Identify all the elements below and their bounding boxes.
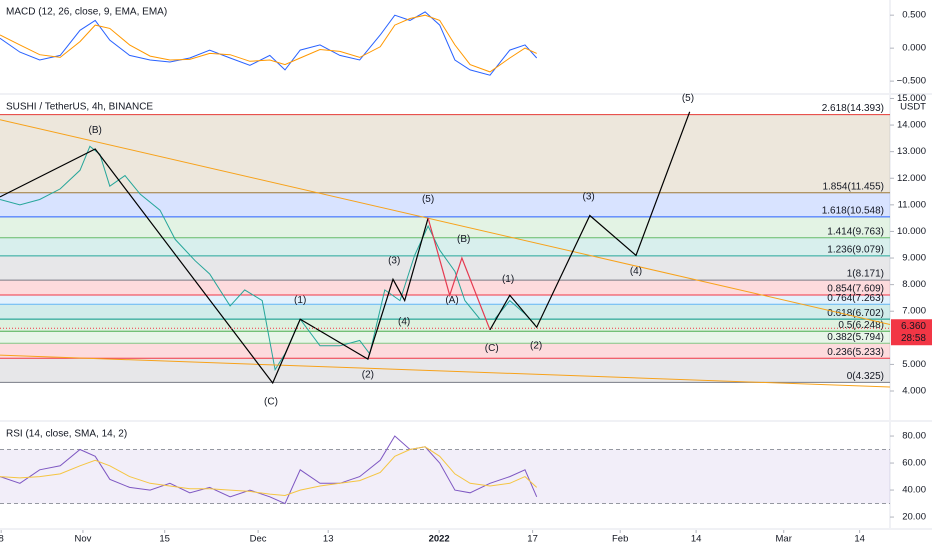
pane-title: SUSHI / TetherUS, 4h, BINANCE [6, 102, 153, 113]
pane-title: RSI (14, close, SMA, 14, 2) [6, 429, 127, 440]
fib-band [0, 358, 890, 383]
wave-label: (4) [398, 317, 410, 328]
series-line [0, 119, 891, 325]
fib-label: 0.618(6.702) [827, 308, 884, 319]
fib-band [0, 114, 890, 193]
y-tick-label: 4.000 [902, 386, 926, 397]
y-tick-label: 40.00 [902, 485, 926, 496]
fib-label: 1.854(11.455) [822, 181, 884, 192]
fib-band [0, 237, 890, 256]
rsi-band [0, 449, 890, 504]
x-tick-label: 2022 [429, 534, 450, 545]
fib-band [0, 319, 890, 332]
y-tick-label: 20.00 [902, 512, 926, 523]
wave-label: (3) [583, 192, 595, 203]
fib-label: 1.618(10.548) [822, 206, 884, 217]
fib-band [0, 255, 890, 281]
y-tick-label: 0.500 [902, 10, 926, 21]
last-price: 6.360 [901, 321, 926, 332]
fib-band [0, 343, 890, 359]
y-tick-label: 10.000 [897, 226, 926, 237]
wave-label: (1) [294, 295, 306, 306]
y-tick-label: 5.000 [902, 359, 926, 370]
fib-label: 0.854(7.609) [827, 284, 884, 295]
fib-label: 0.5(6.248) [838, 320, 884, 331]
wave-label: (5) [682, 93, 694, 104]
wave-label: (B) [457, 234, 470, 245]
x-tick-label: Dec [250, 534, 267, 545]
y-tick-label: 80.00 [902, 431, 926, 442]
x-tick-label: Nov [74, 534, 91, 545]
series-line [489, 111, 691, 331]
series-line [0, 14, 537, 73]
series-line [0, 446, 538, 497]
wave-label: (4) [630, 266, 642, 277]
y-tick-label: −0.500 [897, 76, 926, 87]
fib-band [0, 331, 890, 344]
fib-band [0, 280, 890, 296]
last-price-box [891, 319, 932, 346]
y-tick-label: 9.000 [902, 253, 926, 264]
wave-label: (3) [388, 255, 400, 266]
y-tick-label: 13.000 [897, 146, 926, 157]
x-tick-label: Mar [776, 534, 792, 545]
series-line [0, 354, 891, 388]
x-tick-label: 17 [527, 534, 538, 545]
wave-label: (5) [422, 194, 434, 205]
fib-label: 2.618(14.393) [822, 103, 884, 114]
series-line [0, 148, 429, 385]
y-tick-label: 7.000 [902, 306, 926, 317]
fib-label: 0.764(7.263) [827, 293, 884, 304]
fib-band [0, 216, 890, 238]
fib-label: 1(8.171) [847, 269, 884, 280]
fib-band [0, 192, 890, 217]
wave-label: (C) [264, 396, 278, 407]
wave-label: (2) [530, 340, 542, 351]
x-tick-label: 14 [854, 534, 865, 545]
fib-label: 1.236(9.079) [827, 245, 884, 256]
wave-label: (1) [502, 274, 514, 285]
countdown: 28:58 [901, 333, 926, 344]
x-tick-label: 15 [159, 534, 170, 545]
y-tick-label: 11.000 [898, 199, 926, 210]
fib-band [0, 295, 890, 305]
x-tick-label: Feb [612, 534, 628, 545]
y-tick-label: 15.000 [897, 93, 926, 104]
series-line [427, 217, 491, 331]
wave-label: (C) [485, 343, 499, 354]
y-tick-label: 12.000 [897, 173, 926, 184]
currency: USDT [900, 102, 926, 113]
y-tick-label: 0.000 [902, 43, 926, 54]
fib-label: 0.382(5.794) [827, 332, 884, 343]
wave-label: (2) [362, 370, 374, 381]
fib-label: 0(4.325) [847, 371, 884, 382]
y-tick-label: 60.00 [902, 458, 926, 469]
fib-label: 1.414(9.763) [827, 226, 884, 237]
wave-label: (A) [445, 295, 458, 306]
series-line [0, 11, 538, 76]
y-tick-label: 8.000 [902, 279, 926, 290]
wave-label: (B) [89, 125, 102, 136]
x-tick-label: 13 [323, 534, 334, 545]
fib-label: 0.236(5.233) [827, 347, 884, 358]
x-tick-label: 8 [0, 534, 4, 545]
fib-band [0, 304, 890, 320]
series-line [0, 435, 538, 505]
y-tick-label: 14.000 [897, 120, 926, 131]
pane-title: MACD (12, 26, close, 9, EMA, EMA) [6, 7, 167, 18]
x-tick-label: 14 [691, 534, 702, 545]
